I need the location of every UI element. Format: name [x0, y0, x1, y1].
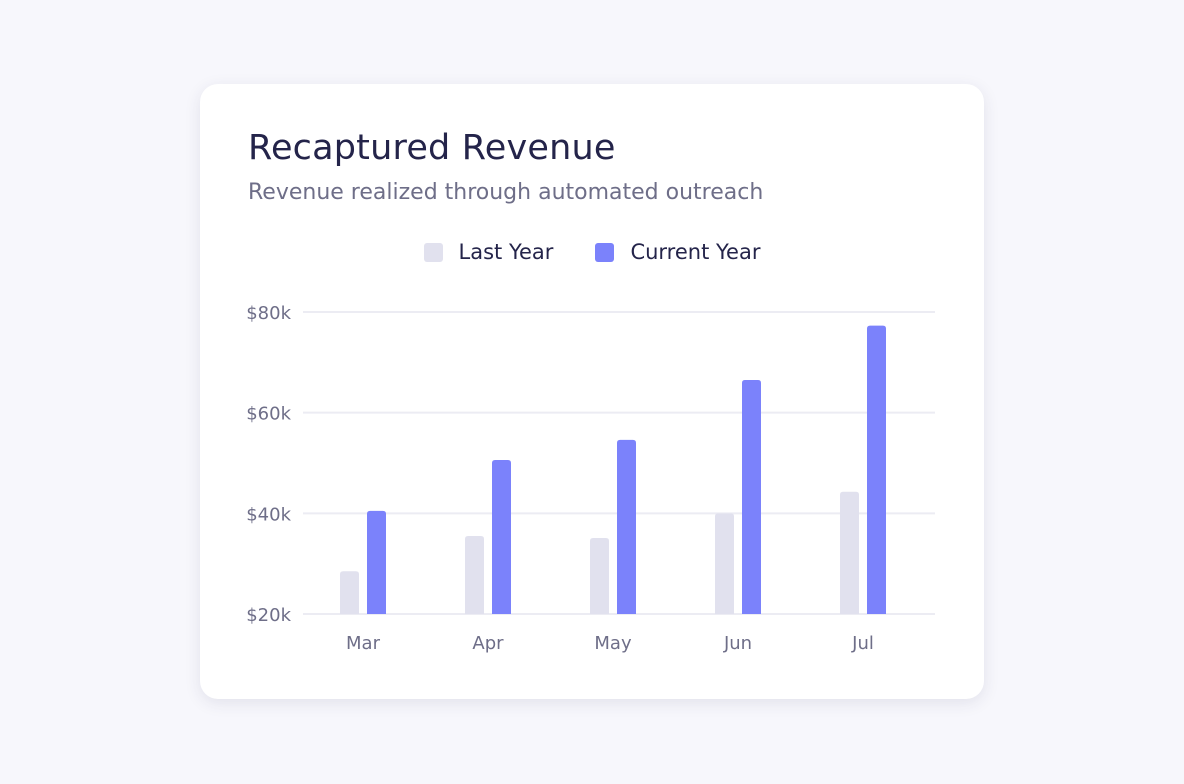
- bar-current-year: [492, 459, 511, 614]
- x-tick-label: Mar: [346, 633, 381, 654]
- y-tick-label: $60k: [246, 404, 291, 425]
- legend-label: Last Year: [458, 240, 554, 264]
- bar-current-year: [742, 379, 761, 614]
- x-tick-label: Jul: [851, 633, 874, 654]
- x-tick-label: Apr: [472, 633, 504, 654]
- bar-last-year: [715, 513, 734, 614]
- bar-current-year: [617, 439, 636, 614]
- x-tick-label: May: [594, 633, 632, 654]
- chart-subtitle: Revenue realized through automated outre…: [248, 180, 764, 205]
- y-tick-label: $80k: [246, 303, 291, 324]
- y-tick-label: $20k: [246, 605, 291, 626]
- bar-last-year: [465, 535, 484, 614]
- legend-swatch: [423, 242, 443, 262]
- legend-swatch: [595, 242, 615, 262]
- bar-last-year: [840, 491, 859, 614]
- legend-item-last-year[interactable]: Last Year: [423, 240, 554, 264]
- x-tick-label: Jun: [723, 633, 752, 654]
- chart-title: Recaptured Revenue: [248, 128, 616, 168]
- legend-label: Current Year: [630, 240, 761, 264]
- bar-last-year: [340, 571, 359, 614]
- bar-last-year: [590, 537, 609, 614]
- bar-current-year: [367, 510, 386, 614]
- legend: Last Year Current Year: [200, 240, 984, 264]
- bar-current-year: [867, 325, 886, 614]
- y-tick-label: $40k: [246, 504, 291, 525]
- legend-item-current-year[interactable]: Current Year: [595, 240, 760, 264]
